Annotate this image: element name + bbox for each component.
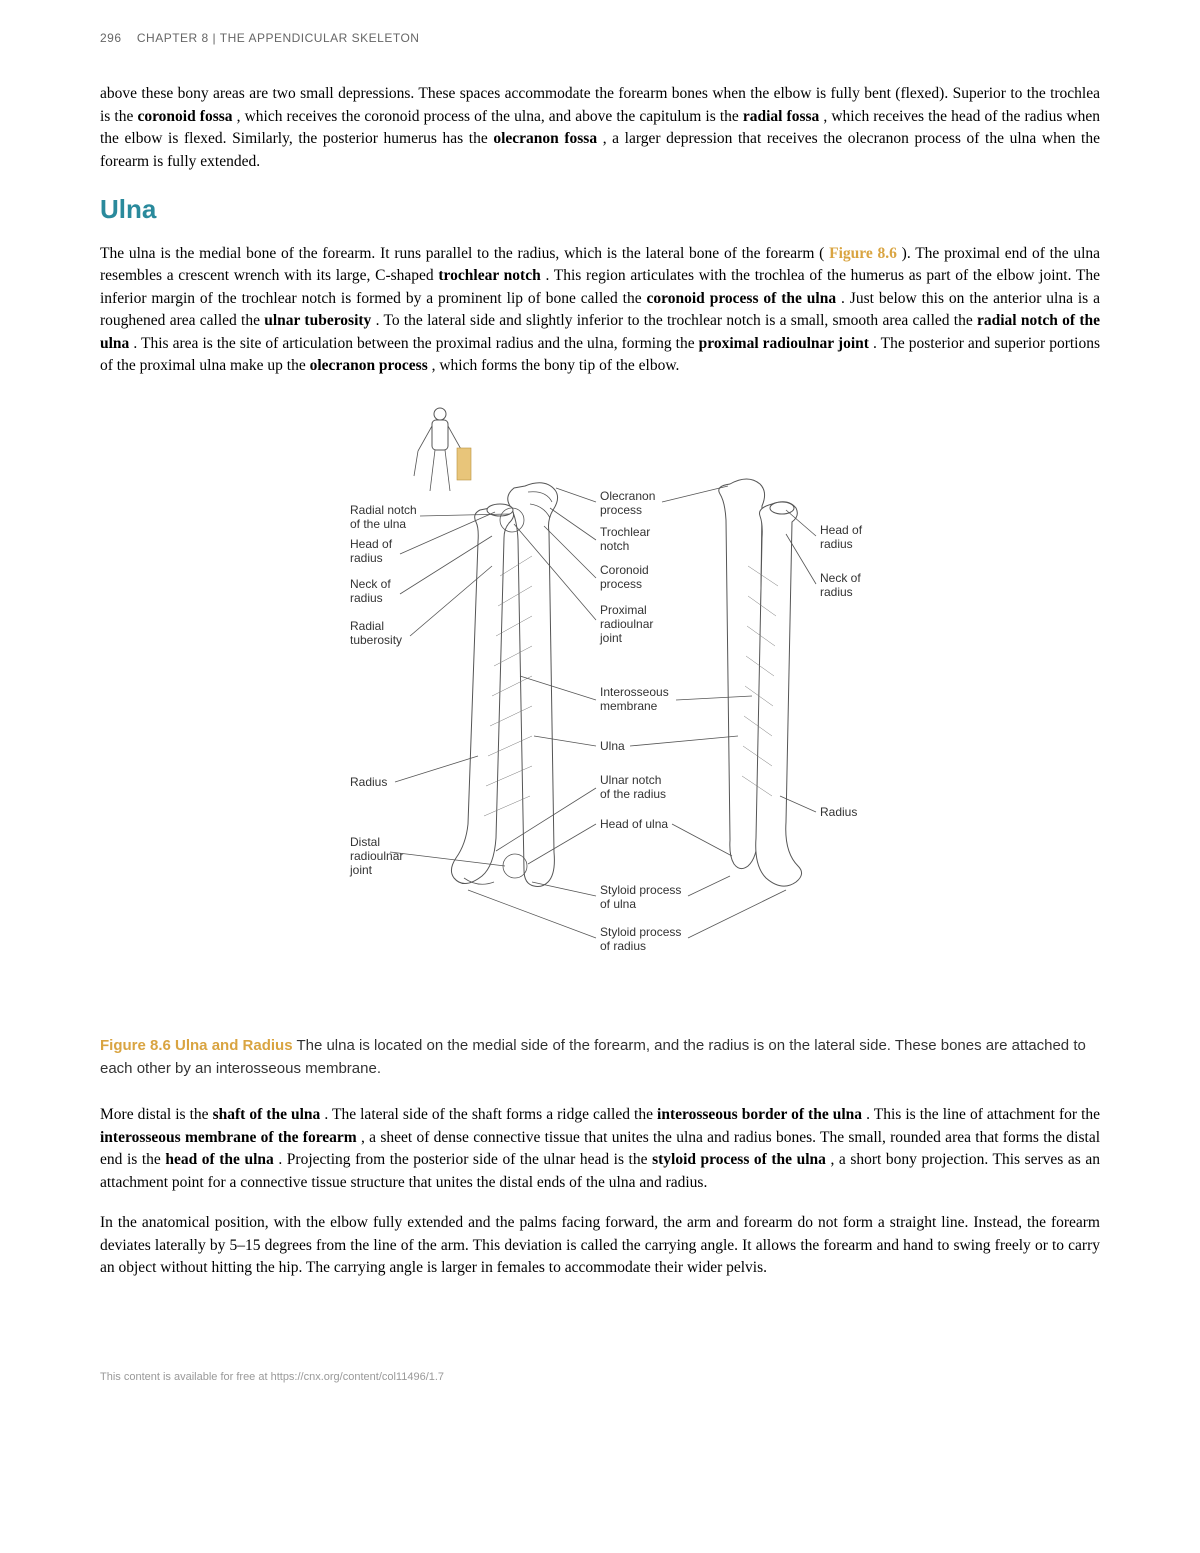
bold-term: styloid process of the ulna [652,1151,826,1168]
text: . This area is the site of articulation … [133,335,698,352]
bold-term: interosseous border of the ulna [657,1106,862,1123]
label: Radius [350,775,387,789]
bold-term: proximal radioulnar joint [699,335,869,352]
figure-reference: Figure 8.6 [829,245,897,262]
paragraph-shaft: More distal is the shaft of the ulna . T… [100,1104,1100,1194]
text: The ulna is the medial bone of the forea… [100,245,824,262]
label: Coronoidprocess [600,563,649,591]
bold-term: head of the ulna [165,1151,273,1168]
figure-caption: Figure 8.6 Ulna and Radius The ulna is l… [100,1035,1100,1080]
text: . This is the line of attachment for the [866,1106,1100,1123]
bold-term: olecranon process [310,357,428,374]
label: Radius [820,805,857,819]
label: Styloid processof ulna [600,883,681,911]
label: Radial notchof the ulna [350,503,417,531]
caption-title: Figure 8.6 Ulna and Radius [100,1037,293,1054]
paragraph-intro: above these bony areas are two small dep… [100,83,1100,173]
paragraph-ulna: The ulna is the medial bone of the forea… [100,243,1100,378]
label: Neck ofradius [350,577,391,605]
bold-term: coronoid fossa [137,108,232,125]
text: . Projecting from the posterior side of … [278,1151,652,1168]
text: More distal is the [100,1106,213,1123]
label: Trochlearnotch [600,525,650,553]
label: Head of ulna [600,817,668,831]
label: Radialtuberosity [350,619,402,647]
label: Olecranonprocess [600,489,655,517]
figure-ulna-radius: Radial notchof the ulna Head ofradius Ne… [100,396,1100,1023]
text: In the anatomical position, with the elb… [100,1214,1100,1276]
text: . To the lateral side and slightly infer… [376,312,977,329]
chapter-title: CHAPTER 8 | THE APPENDICULAR SKELETON [137,31,420,45]
page-number: 296 [100,31,122,45]
bold-term: olecranon fossa [493,130,597,147]
label: Proximalradioulnarjoint [599,603,653,645]
label: Interosseousmembrane [600,685,669,713]
bold-term: shaft of the ulna [213,1106,321,1123]
bold-term: trochlear notch [438,267,540,284]
section-heading-ulna: Ulna [100,191,1100,229]
text: . The lateral side of the shaft forms a … [324,1106,657,1123]
label: Distalradioulnarjoint [349,835,403,877]
label: Head ofradius [820,523,863,551]
text: , which receives the coronoid process of… [237,108,743,125]
label: Styloid processof radius [600,925,681,953]
bold-term: coronoid process of the ulna [647,290,837,307]
label: Ulna [600,739,625,753]
bold-term: ulnar tuberosity [264,312,371,329]
anatomy-diagram-icon: Radial notchof the ulna Head ofradius Ne… [300,396,900,1016]
label: Head ofradius [350,537,393,565]
bold-term: radial fossa [743,108,819,125]
page-header: 296 CHAPTER 8 | THE APPENDICULAR SKELETO… [100,30,1100,47]
text: , which forms the bony tip of the elbow. [432,357,680,374]
page-footer: This content is available for free at ht… [100,1370,1100,1386]
bold-term: interosseous membrane of the forearm [100,1129,357,1146]
paragraph-carrying-angle: In the anatomical position, with the elb… [100,1212,1100,1279]
label: Ulnar notchof the radius [600,773,666,801]
label: Neck ofradius [820,571,861,599]
